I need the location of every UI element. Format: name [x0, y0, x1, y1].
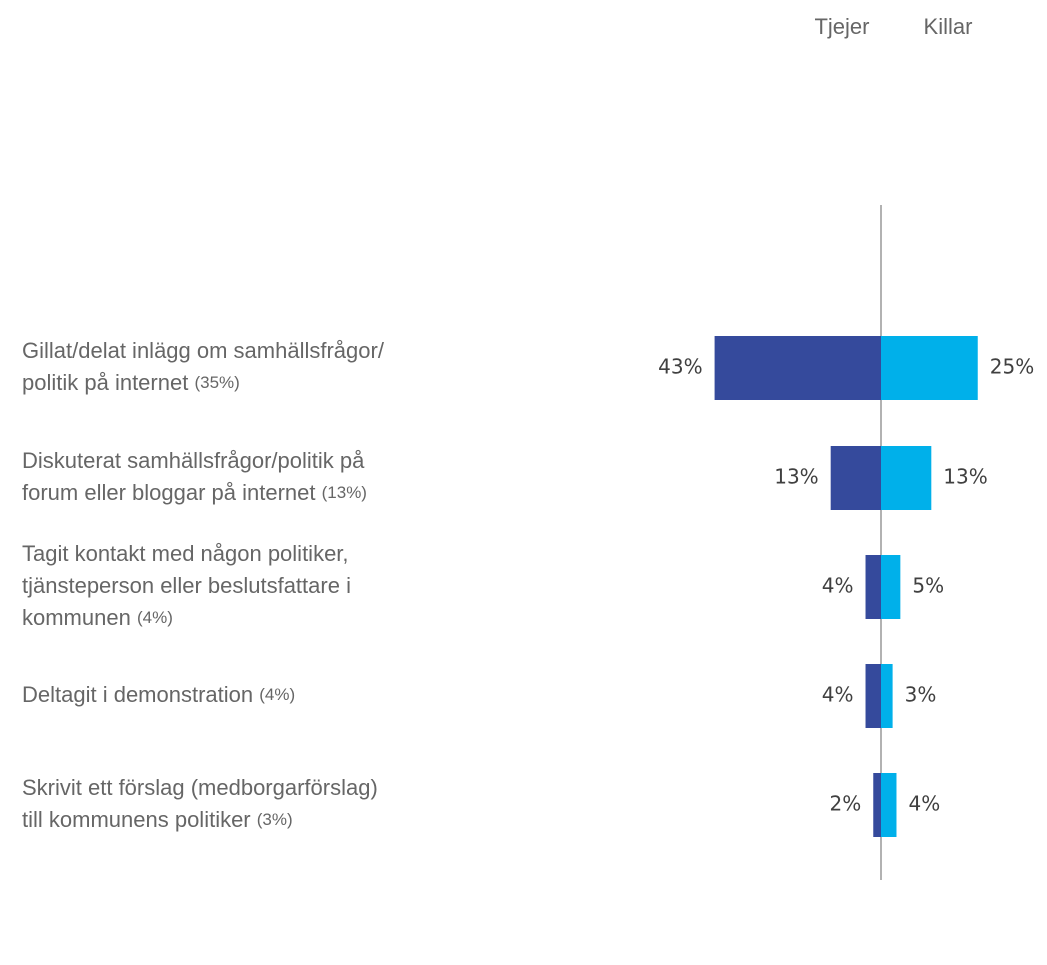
value-label: 43% — [658, 355, 702, 379]
legend-label: Killar — [924, 14, 973, 39]
category-label: Tagit kontakt med någon politiker, — [22, 541, 349, 566]
bar — [881, 555, 901, 619]
category-total: (35%) — [194, 373, 239, 392]
category-line: tjänsteperson eller beslutsfattare i — [22, 573, 351, 598]
category-total: (3%) — [257, 810, 293, 829]
category-line: Diskuterat samhällsfrågor/politik på — [22, 448, 365, 473]
category-label: tjänsteperson eller beslutsfattare i — [22, 573, 351, 598]
value-label: 4% — [908, 792, 940, 816]
category-label: till kommunens politiker (3%) — [22, 807, 293, 832]
bar — [873, 773, 881, 837]
bar — [714, 336, 881, 400]
category-label: forum eller bloggar på internet (13%) — [22, 480, 367, 505]
bar — [830, 446, 881, 510]
value-label: 13% — [943, 465, 987, 489]
value-label: 5% — [912, 574, 944, 598]
category-line: Skrivit ett förslag (medborgarförslag) — [22, 775, 378, 800]
value-label: 4% — [822, 683, 854, 707]
category-label: politik på internet (35%) — [22, 370, 240, 395]
category-line: Deltagit i demonstration — [22, 682, 253, 707]
category-line: till kommunens politiker — [22, 807, 251, 832]
value-label: 3% — [905, 683, 937, 707]
category-line: Gillat/delat inlägg om samhällsfrågor/ — [22, 338, 385, 363]
category-line: forum eller bloggar på internet — [22, 480, 316, 505]
category-line: Tagit kontakt med någon politiker, — [22, 541, 349, 566]
bar — [881, 664, 893, 728]
bar — [881, 446, 932, 510]
value-label: 25% — [990, 355, 1034, 379]
category-label: Diskuterat samhällsfrågor/politik på — [22, 448, 365, 473]
category-line: politik på internet — [22, 370, 188, 395]
category-label: Deltagit i demonstration (4%) — [22, 682, 295, 707]
category-total: (4%) — [259, 685, 295, 704]
category-line: kommunen — [22, 605, 131, 630]
bar — [881, 336, 978, 400]
bar — [865, 555, 881, 619]
category-label: Gillat/delat inlägg om samhällsfrågor/ — [22, 338, 385, 363]
value-label: 4% — [822, 574, 854, 598]
value-label: 13% — [774, 465, 818, 489]
category-total: (13%) — [322, 483, 367, 502]
category-label: kommunen (4%) — [22, 605, 173, 630]
bar — [865, 664, 881, 728]
category-label: Skrivit ett förslag (medborgarförslag) — [22, 775, 378, 800]
category-total: (4%) — [137, 608, 173, 627]
legend-label: Tjejer — [814, 14, 869, 39]
value-label: 2% — [830, 792, 862, 816]
bar — [881, 773, 897, 837]
